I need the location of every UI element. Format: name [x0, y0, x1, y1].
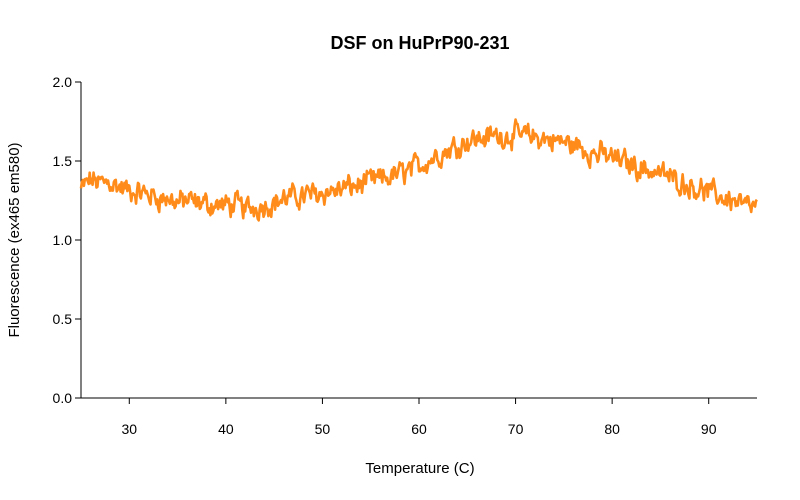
y-tick-label: 0.0 — [53, 390, 73, 406]
series-line — [79, 118, 758, 222]
x-tick-label: 30 — [121, 421, 137, 437]
chart-title: DSF on HuPrP90-231 — [330, 33, 509, 53]
y-tick-label: 1.0 — [53, 232, 73, 248]
y-axis-title: Fluorescence (ex465 em580) — [6, 142, 23, 337]
y-ticks: 0.0 0.5 1.0 1.5 2.0 — [53, 74, 81, 406]
series-layer — [79, 118, 758, 222]
x-tick-label: 60 — [411, 421, 427, 437]
x-tick-label: 50 — [315, 421, 331, 437]
x-tick-label: 40 — [218, 421, 234, 437]
x-ticks: 30 40 50 60 70 80 90 — [121, 398, 717, 437]
x-tick-label: 70 — [508, 421, 524, 437]
x-tick-label: 80 — [604, 421, 620, 437]
axes: 0.0 0.5 1.0 1.5 2.0 30 40 50 60 70 80 90 — [53, 74, 757, 437]
y-tick-label: 1.5 — [53, 153, 73, 169]
y-tick-label: 0.5 — [53, 311, 73, 327]
x-axis-title: Temperature (C) — [365, 460, 474, 477]
x-tick-label: 90 — [701, 421, 717, 437]
y-tick-label: 2.0 — [53, 74, 73, 90]
